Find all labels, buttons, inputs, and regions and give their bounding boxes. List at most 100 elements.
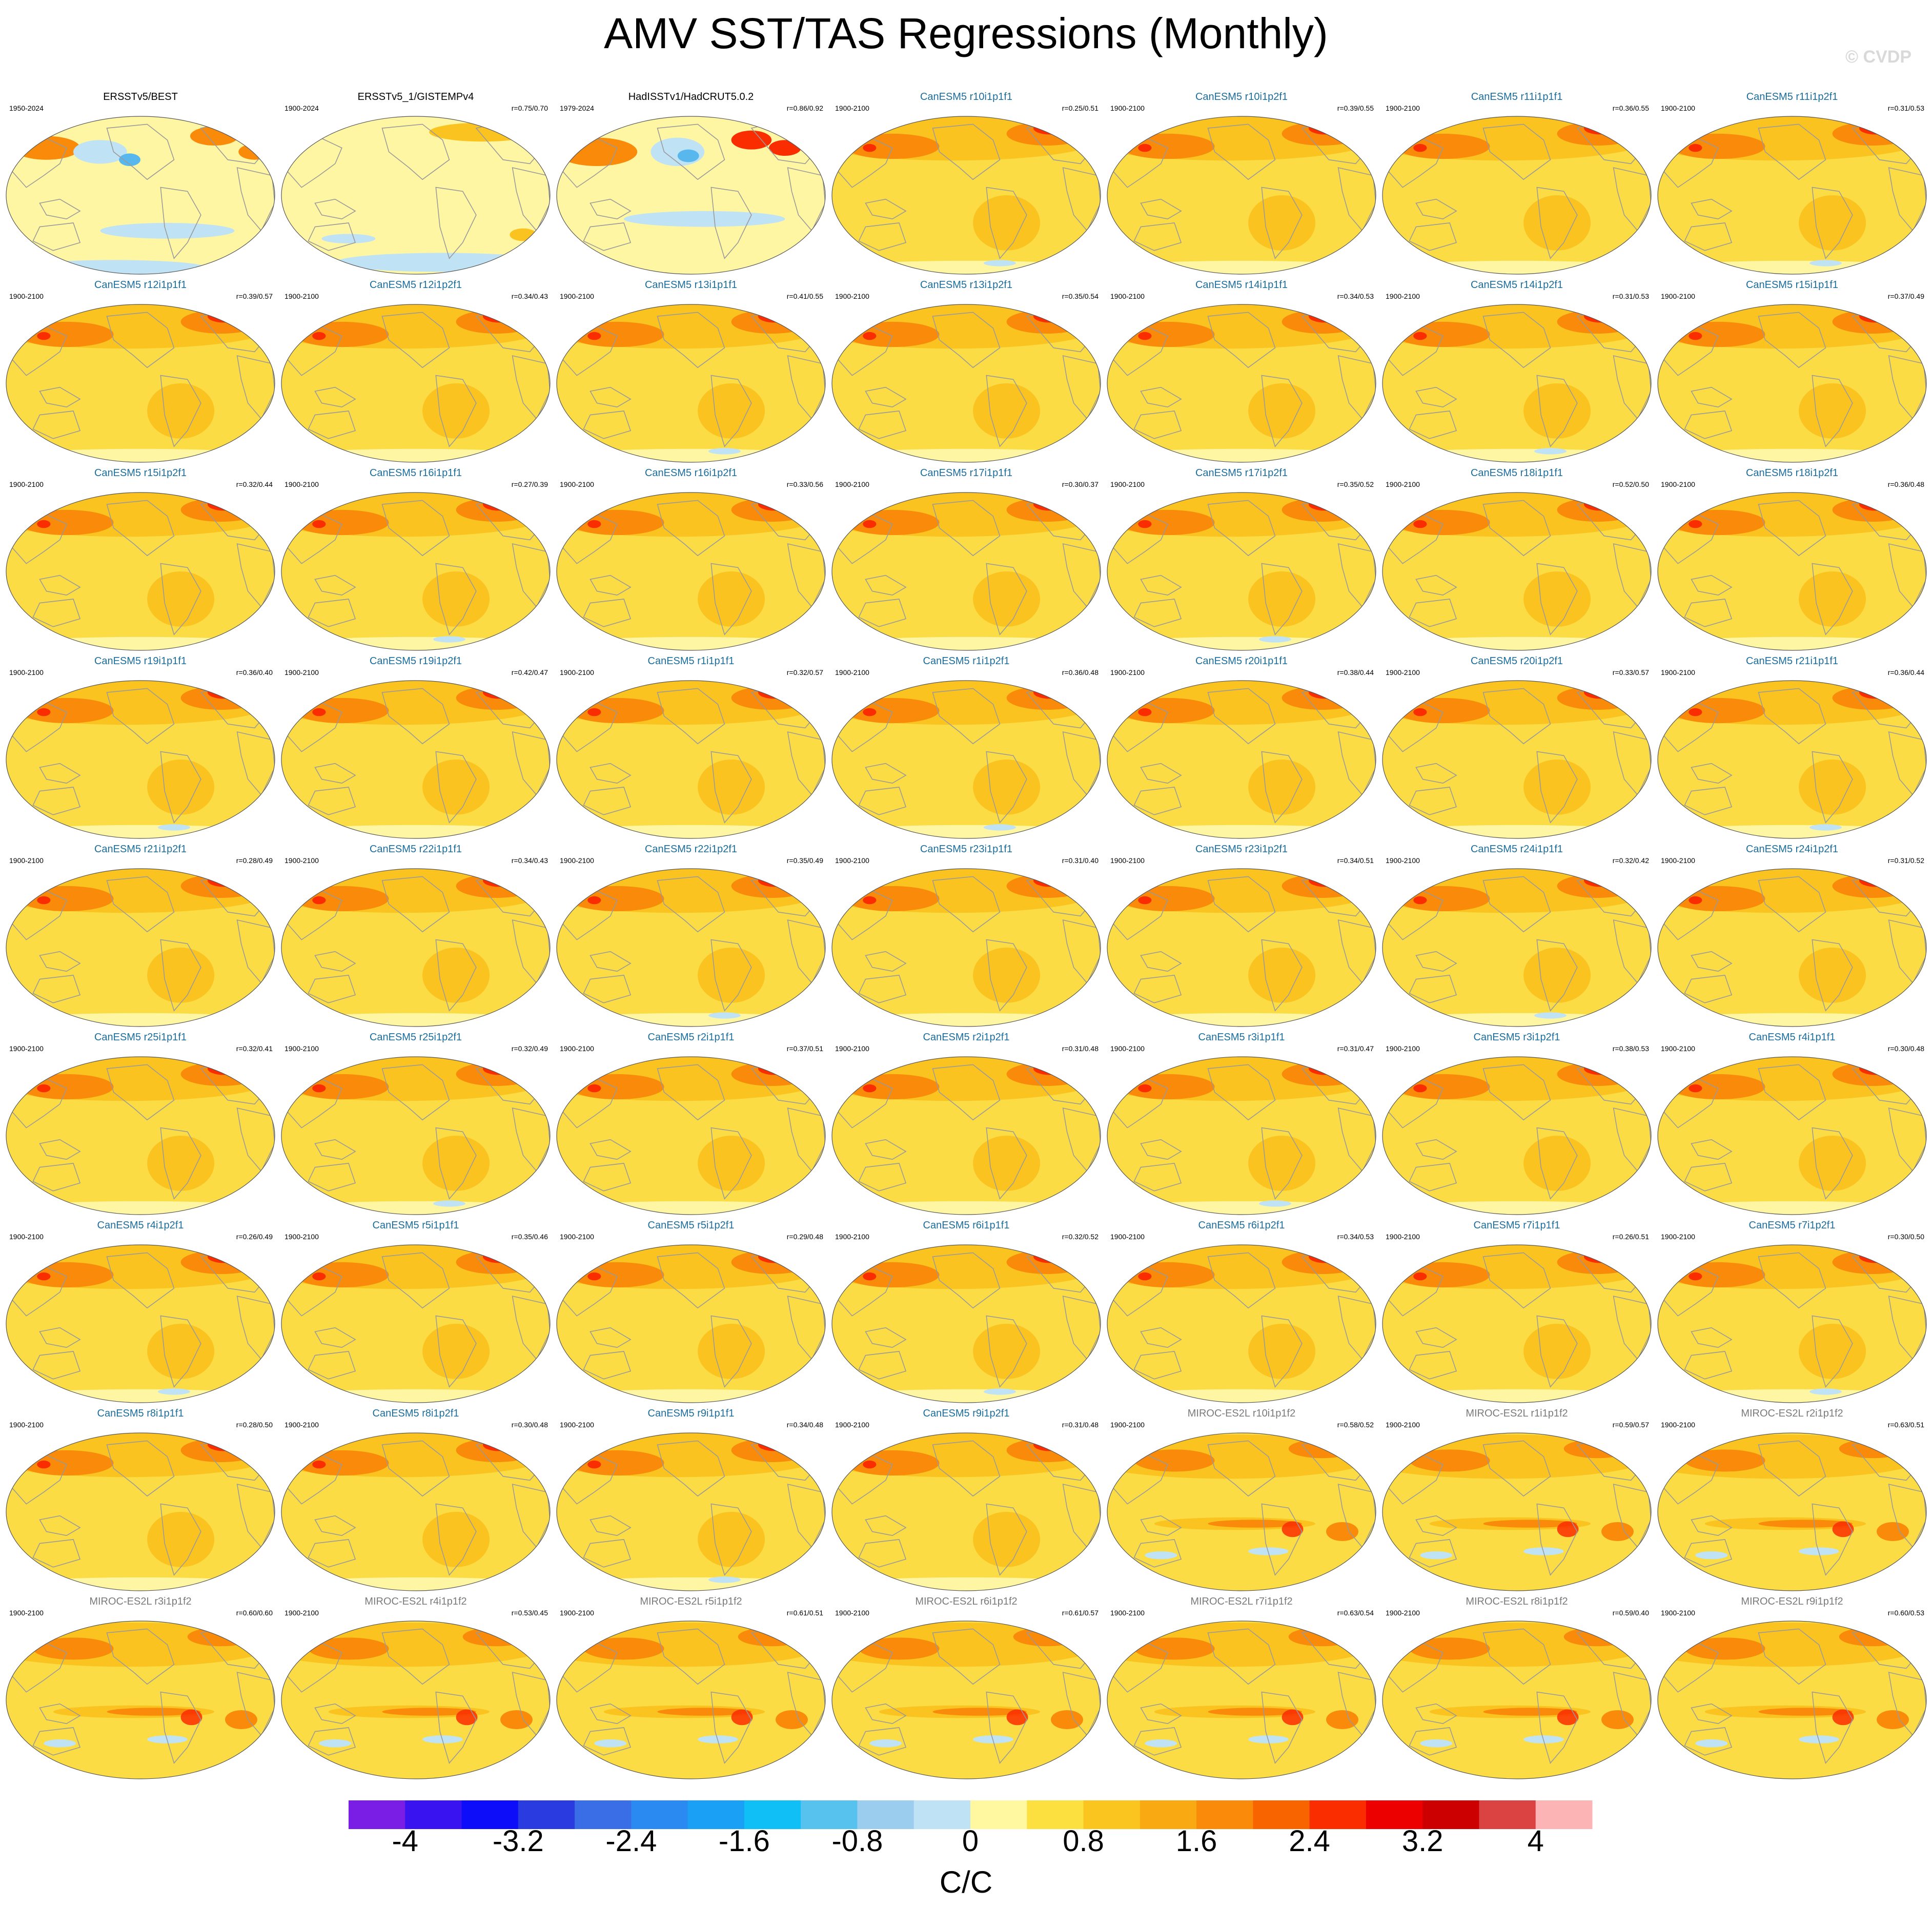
panel-title: CanESM5 r12i1p1f1 (94, 279, 187, 291)
panel-years: 1900-2100 (9, 292, 44, 300)
map-panel: CanESM5 r23i1p2f1 1900-2100 r=0.34/0.51 (1105, 843, 1378, 1027)
map-panel: MIROC-ES2L r6i1p1f2 1900-2100 r=0.61/0.57 (830, 1595, 1103, 1779)
panel-correlation: r=0.35/0.52 (1337, 480, 1374, 488)
panel-correlation: r=0.26/0.49 (236, 1233, 273, 1241)
colorbar-tick-label: -0.8 (831, 1824, 883, 1858)
regression-map (281, 1620, 551, 1779)
map-panel: CanESM5 r5i1p1f1 1900-2100 r=0.35/0.46 (279, 1219, 552, 1403)
panel-correlation: r=0.36/0.44 (1887, 668, 1924, 676)
panel-correlation: r=0.31/0.48 (1062, 1044, 1099, 1053)
map-panel: MIROC-ES2L r3i1p1f2 1900-2100 r=0.60/0.60 (4, 1595, 277, 1779)
panel-title: CanESM5 r4i1p1f1 (1748, 1032, 1836, 1043)
panel-correlation: r=0.32/0.52 (1062, 1233, 1099, 1241)
map-panel: CanESM5 r17i1p1f1 1900-2100 r=0.30/0.37 (830, 466, 1103, 651)
panel-years: 1900-2100 (1110, 480, 1145, 488)
panel-title: MIROC-ES2L r10i1p1f2 (1187, 1408, 1296, 1419)
regression-map (1657, 1056, 1927, 1215)
regression-map (6, 868, 275, 1027)
panel-years: 1900-2100 (9, 1609, 44, 1617)
panel-correlation: r=0.42/0.47 (511, 668, 548, 676)
panel-title: CanESM5 r10i1p1f1 (920, 91, 1013, 102)
regression-map (1107, 680, 1376, 839)
panel-correlation: r=0.37/0.51 (786, 1044, 823, 1053)
panel-title: CanESM5 r22i1p1f1 (369, 844, 462, 855)
map-panel: CanESM5 r6i1p2f1 1900-2100 r=0.34/0.53 (1105, 1219, 1378, 1403)
colorbar-tick-label: -4 (392, 1824, 419, 1858)
panel-years: 1900-2100 (1386, 104, 1420, 112)
panel-years: 1900-2100 (1386, 1044, 1420, 1053)
panel-correlation: r=0.36/0.40 (236, 668, 273, 676)
panel-title: CanESM5 r2i1p1f1 (647, 1032, 735, 1043)
regression-map (6, 492, 275, 651)
map-panel: CanESM5 r22i1p2f1 1900-2100 r=0.35/0.49 (555, 843, 827, 1027)
regression-map (556, 680, 826, 839)
map-panel: MIROC-ES2L r8i1p1f2 1900-2100 r=0.59/0.40 (1380, 1595, 1653, 1779)
panel-title: CanESM5 r23i1p1f1 (920, 844, 1013, 855)
regression-map (6, 680, 275, 839)
panel-correlation: r=0.32/0.42 (1612, 856, 1649, 865)
panel-title: CanESM5 r3i1p2f1 (1473, 1032, 1560, 1043)
colorbar-swatch (1535, 1800, 1593, 1829)
regression-map (556, 492, 826, 651)
panel-correlation: r=0.34/0.51 (1337, 856, 1374, 865)
panel-title: MIROC-ES2L r2i1p1f2 (1741, 1408, 1843, 1419)
panel-years: 1900-2100 (1661, 480, 1695, 488)
panel-years: 1900-2100 (560, 1044, 594, 1053)
panel-correlation: r=0.35/0.49 (786, 856, 823, 865)
panel-title: CanESM5 r25i1p1f1 (94, 1032, 187, 1043)
panel-correlation: r=0.34/0.48 (786, 1421, 823, 1429)
regression-map (1657, 680, 1927, 839)
regression-map (281, 680, 551, 839)
regression-map (281, 1244, 551, 1403)
map-panel: CanESM5 r24i1p1f1 1900-2100 r=0.32/0.42 (1380, 843, 1653, 1027)
panel-title: HadISSTv1/HadCRUT5.0.2 (628, 91, 754, 102)
regression-map (1107, 1244, 1376, 1403)
regression-map (1107, 868, 1376, 1027)
regression-map (1107, 1432, 1376, 1591)
panel-correlation: r=0.53/0.45 (511, 1609, 548, 1617)
panel-years: 1900-2100 (284, 856, 319, 865)
figure-title: AMV SST/TAS Regressions (Monthly) (604, 9, 1328, 57)
panel-correlation: r=0.32/0.57 (786, 668, 823, 676)
panel-correlation: r=0.52/0.50 (1612, 480, 1649, 488)
panel-title: ERSSTv5/BEST (103, 91, 178, 102)
panel-years: 1900-2100 (1110, 104, 1145, 112)
map-panel: MIROC-ES2L r10i1p1f2 1900-2100 r=0.58/0.52 (1105, 1407, 1378, 1591)
panel-correlation: r=0.63/0.51 (1887, 1421, 1924, 1429)
map-panel: MIROC-ES2L r4i1p1f2 1900-2100 r=0.53/0.45 (279, 1595, 552, 1779)
map-panel: CanESM5 r2i1p2f1 1900-2100 r=0.31/0.48 (830, 1031, 1103, 1215)
regression-map (831, 680, 1101, 839)
panel-years: 1900-2100 (9, 1421, 44, 1429)
panel-years: 1900-2100 (284, 668, 319, 676)
panel-years: 1900-2100 (1110, 1421, 1145, 1429)
regression-map (831, 492, 1101, 651)
map-panel: CanESM5 r19i1p2f1 1900-2100 r=0.42/0.47 (279, 654, 552, 839)
panel-years: 1900-2100 (835, 104, 869, 112)
regression-map (281, 304, 551, 463)
panel-years: 1900-2100 (560, 480, 594, 488)
map-panel: CanESM5 r16i1p1f1 1900-2100 r=0.27/0.39 (279, 466, 552, 651)
map-panel: CanESM5 r13i1p1f1 1900-2100 r=0.41/0.55 (555, 278, 827, 463)
panel-title: MIROC-ES2L r9i1p1f2 (1741, 1596, 1843, 1607)
regression-map (1382, 1244, 1652, 1403)
map-panel: CanESM5 r11i1p1f1 1900-2100 r=0.36/0.55 (1380, 90, 1653, 275)
map-panel: CanESM5 r21i1p2f1 1900-2100 r=0.28/0.49 (4, 843, 277, 1027)
map-panel: CanESM5 r14i1p1f1 1900-2100 r=0.34/0.53 (1105, 278, 1378, 463)
map-panel: CanESM5 r10i1p1f1 1900-2100 r=0.25/0.51 (830, 90, 1103, 275)
regression-map (1657, 304, 1927, 463)
map-panel: CanESM5 r16i1p2f1 1900-2100 r=0.33/0.56 (555, 466, 827, 651)
panel-years: 1950-2024 (9, 104, 44, 112)
panel-correlation: r=0.37/0.49 (1887, 292, 1924, 300)
map-panel: CanESM5 r22i1p1f1 1900-2100 r=0.34/0.43 (279, 843, 552, 1027)
regression-map (831, 1056, 1101, 1215)
panel-title: CanESM5 r18i1p1f1 (1470, 467, 1563, 479)
panel-correlation: r=0.30/0.48 (511, 1421, 548, 1429)
map-panel: CanESM5 r20i1p1f1 1900-2100 r=0.38/0.44 (1105, 654, 1378, 839)
regression-map (1107, 492, 1376, 651)
regression-map (6, 116, 275, 275)
regression-map (1382, 868, 1652, 1027)
map-panel: CanESM5 r3i1p1f1 1900-2100 r=0.31/0.47 (1105, 1031, 1378, 1215)
panel-years: 1900-2100 (560, 292, 594, 300)
regression-map (831, 1244, 1101, 1403)
panel-years: 1900-2100 (1661, 1609, 1695, 1617)
